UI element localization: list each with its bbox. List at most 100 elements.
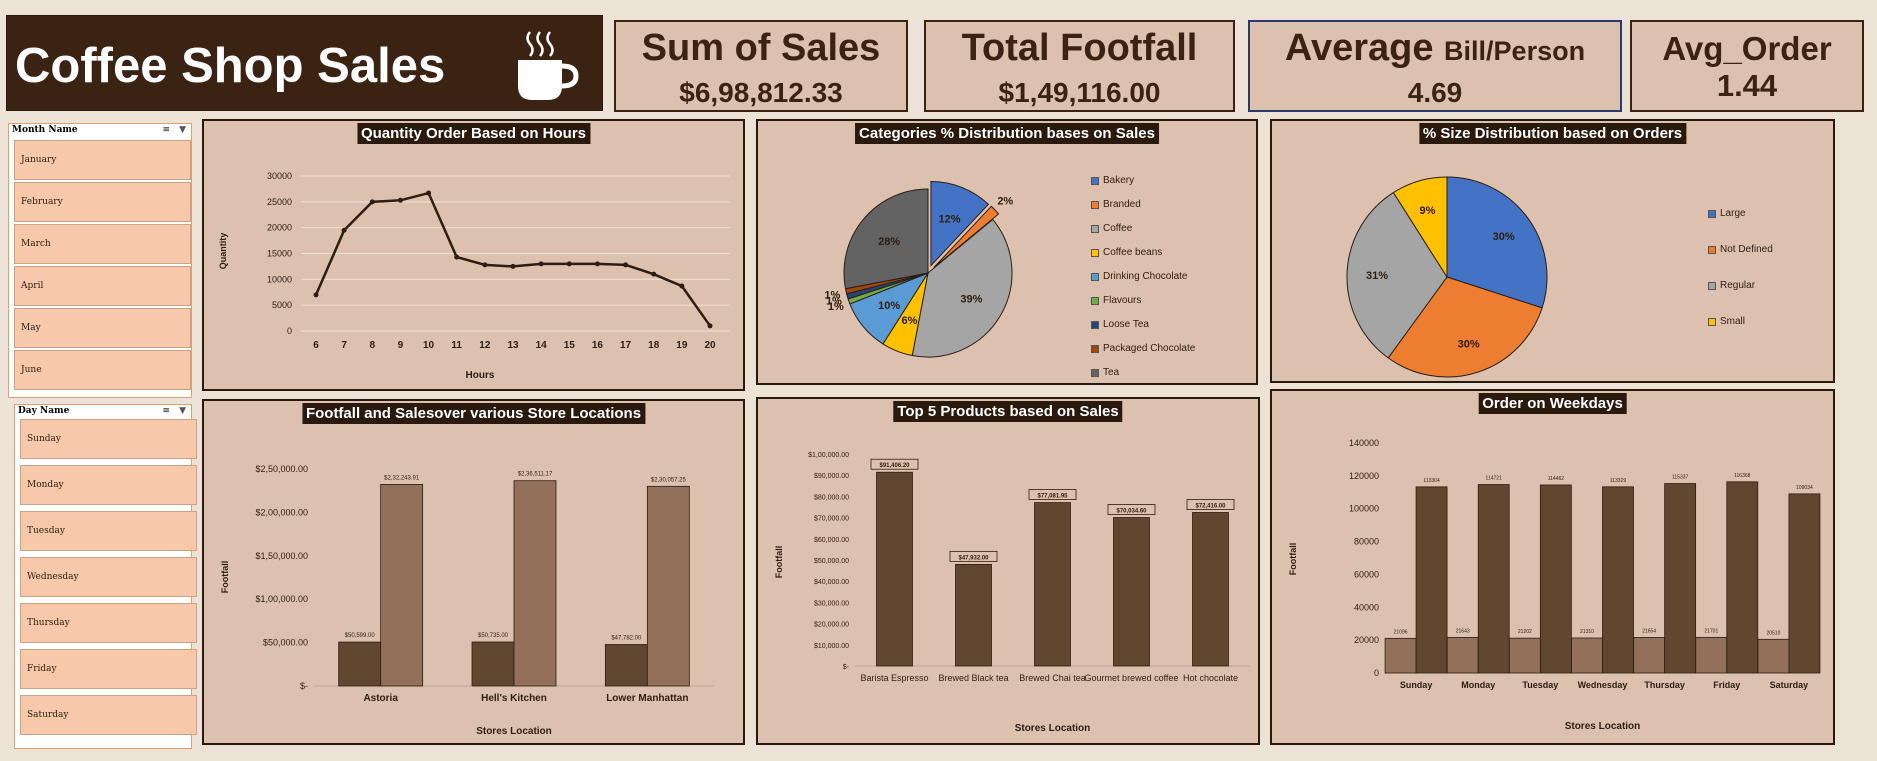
slicer-item[interactable]: Thursday <box>20 603 197 643</box>
data-label: 21096 <box>1394 629 1408 635</box>
y-tick-label: 80000 <box>1354 537 1379 547</box>
legend-label: Small <box>1720 316 1746 327</box>
slicer-item[interactable]: Friday <box>20 649 197 689</box>
slicer-item[interactable]: Saturday <box>20 695 197 735</box>
slice-label: 12% <box>938 214 960 226</box>
stores-bar-chart: $- $50,000.00 $1,00,000.00 $1,50,000.00 $2,0… <box>220 464 714 737</box>
y-tick-label: $80,000.00 <box>814 494 849 501</box>
kpi-label: Average Bill/Person <box>1250 27 1620 70</box>
dashboard-title-banner: Coffee Shop Sales <box>6 15 603 111</box>
data-label: $2,30,057.25 <box>651 477 687 483</box>
stores-chart-panel: Footfall and Salesover various Store Loc… <box>202 399 745 745</box>
y-tick-label: $20,000.00 <box>814 622 849 629</box>
data-label-box <box>1107 504 1156 515</box>
clear-filter-icon[interactable]: ▼ <box>179 406 186 416</box>
clear-filter-icon[interactable]: ▼ <box>179 125 186 135</box>
slicer-header: Day Name ≡ ▼ <box>18 406 188 420</box>
x-tick-label: 14 <box>536 340 548 351</box>
x-tick-label: 13 <box>507 340 519 351</box>
bar <box>1726 481 1759 674</box>
data-point <box>566 261 572 267</box>
categories-pie-chart: 12% 2% 39% 6%10% 1%1%1% 28% <box>824 181 1013 358</box>
slice-label: 2% <box>997 195 1013 207</box>
slicer-item[interactable]: April <box>14 266 191 306</box>
chart-title: Categories % Distribution bases on Sales <box>855 123 1159 144</box>
legend-item: Small <box>1708 316 1745 327</box>
data-label: $2,32,243.91 <box>384 475 420 481</box>
legend-item: Regular <box>1708 280 1755 291</box>
legend-swatch <box>1091 272 1099 281</box>
slicer-item[interactable]: Wednesday <box>20 557 197 597</box>
data-point <box>313 292 319 298</box>
x-tick-label: Barista Espresso <box>860 673 928 683</box>
x-tick-label: 16 <box>592 340 604 351</box>
data-label: $91,406.20 <box>879 463 910 469</box>
slice-label: 10% <box>878 300 900 312</box>
bar <box>1539 484 1572 674</box>
slicer-item[interactable]: Monday <box>20 465 197 505</box>
series-line <box>314 191 712 327</box>
kpi-total-footfall: Total Footfall $1,49,116.00 <box>924 20 1235 112</box>
legend-item: Coffee beans <box>1091 247 1162 258</box>
x-tick-label: Gourmet brewed coffee <box>1085 673 1179 683</box>
multi-select-icon[interactable]: ≡ <box>162 125 170 135</box>
y-tick-label: $50,000.00 <box>263 638 308 648</box>
data-label-box <box>949 550 998 562</box>
data-label: 21654 <box>1642 628 1656 634</box>
bar <box>1034 502 1071 667</box>
bar <box>1446 637 1479 674</box>
bar <box>1192 512 1229 667</box>
x-tick-label: 12 <box>479 340 491 351</box>
data-label: 116368 <box>1734 473 1751 479</box>
data-label-box <box>1028 489 1077 500</box>
slicer-item[interactable]: February <box>14 182 191 222</box>
bar <box>1757 638 1790 674</box>
kpi-label: Total Footfall <box>961 27 1198 69</box>
data-point <box>369 199 375 205</box>
slicer-item[interactable]: Tuesday <box>20 511 197 551</box>
y-tick-label: $30,000.00 <box>814 600 849 607</box>
legend-swatch <box>1708 245 1716 254</box>
x-tick-label: 20 <box>704 340 716 351</box>
data-label: $50,599.00 <box>345 633 376 639</box>
pie-slice <box>1446 176 1548 309</box>
multi-select-icon[interactable]: ≡ <box>162 406 170 416</box>
data-label: $77,081.95 <box>1037 494 1068 500</box>
x-tick-label: Hell's Kitchen <box>481 693 547 704</box>
coffee-cup-icon <box>518 31 579 100</box>
slicer-item[interactable]: January <box>14 140 191 180</box>
slicer-item[interactable]: June <box>14 350 191 390</box>
products-chart-panel: Top 5 Products based on Sales $- $10,000.… <box>756 397 1260 745</box>
x-tick-label: Astoria <box>363 693 398 704</box>
slicer-item[interactable]: March <box>14 224 191 264</box>
pie-slice <box>911 218 1013 358</box>
sizes-pie-chart: 30% 30% 31% 9% <box>1346 176 1548 378</box>
legend-item: Not Defined <box>1708 244 1773 255</box>
data-label: 109034 <box>1796 485 1813 491</box>
legend-item: Tea <box>1091 367 1119 378</box>
bar <box>1508 637 1541 674</box>
x-tick-label: Tuesday <box>1522 680 1558 690</box>
bar <box>604 644 648 687</box>
x-tick-label: Lower Manhattan <box>606 693 688 704</box>
y-tick-label: $50,000.00 <box>814 558 849 565</box>
y-tick-label: $1,00,000.00 <box>808 452 849 459</box>
legend-swatch <box>1091 368 1099 377</box>
kpi-label: Avg_Order <box>1662 30 1832 67</box>
data-label: 21701 <box>1704 628 1718 634</box>
y-axis-label: Footfall <box>774 546 784 579</box>
y-axis-label: Quantity <box>218 233 228 270</box>
slicer-item[interactable]: Sunday <box>20 419 197 459</box>
legend-swatch <box>1091 200 1099 209</box>
bar <box>1384 637 1417 674</box>
weekdays-bar-chart: 0 20000 40000 60000 80000 100000 120000 140000 S… <box>1288 438 1821 732</box>
bar <box>1113 517 1150 667</box>
slicer-item[interactable]: May <box>14 308 191 348</box>
data-point <box>679 283 685 289</box>
data-point <box>594 261 600 267</box>
kpi-value: 1.44 <box>1716 68 1778 103</box>
kpi-label-sub: Bill/Person <box>1444 36 1586 66</box>
bar <box>955 563 992 667</box>
legend-item: Drinking Chocolate <box>1091 271 1188 282</box>
bar <box>1477 484 1510 674</box>
